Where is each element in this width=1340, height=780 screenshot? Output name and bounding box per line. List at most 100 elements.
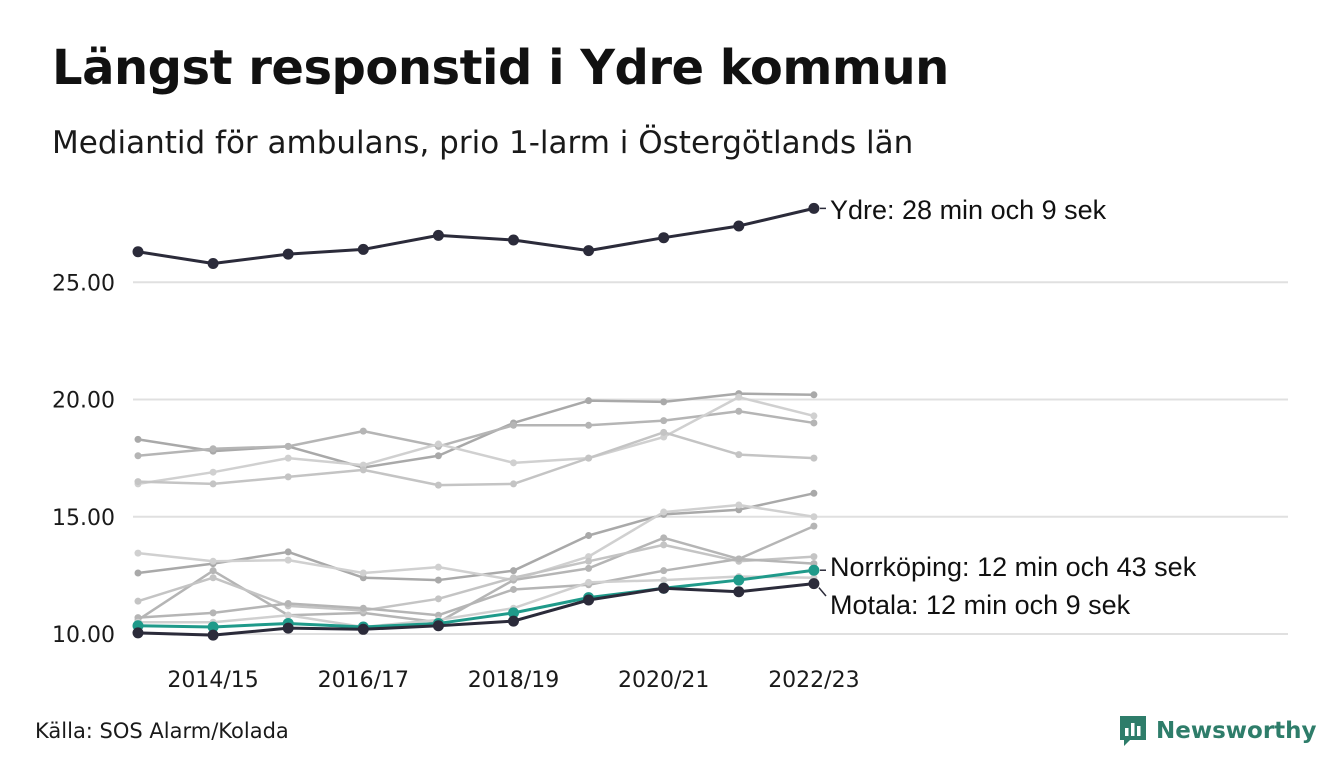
data-point <box>660 398 668 406</box>
data-point <box>209 445 217 453</box>
data-point-norrköping <box>808 564 820 576</box>
data-point <box>810 522 818 530</box>
data-point-ydre <box>357 243 369 255</box>
line-chart: 10.00 15.00 20.00 25.00 2014/15 2016/17 2018/1… <box>52 195 1288 693</box>
data-point <box>359 604 367 612</box>
data-point <box>510 567 517 575</box>
data-point <box>434 563 442 571</box>
data-point <box>284 556 292 564</box>
data-point <box>434 452 442 460</box>
data-point <box>585 421 593 429</box>
data-point-ydre <box>132 246 144 258</box>
x-tick-label: 2014/15 <box>167 668 258 693</box>
series-line <box>137 395 815 486</box>
data-point <box>660 417 668 425</box>
data-point-norrköping <box>508 607 519 619</box>
brand-name: Newsworthy <box>1156 718 1317 744</box>
data-point-norrköping <box>207 621 219 633</box>
data-point-ydre <box>508 234 519 246</box>
data-point <box>735 451 743 459</box>
data-point-motala <box>808 578 820 590</box>
data-point <box>209 567 217 575</box>
data-point-norrköping <box>733 574 745 586</box>
brand-logo: Newsworthy <box>1118 714 1317 748</box>
data-point <box>284 442 292 450</box>
data-point-ydre <box>432 229 444 241</box>
series-line-norrköping <box>137 568 815 629</box>
data-point-motala <box>207 629 219 641</box>
data-point <box>209 557 217 565</box>
data-point <box>660 508 668 516</box>
data-point <box>810 513 818 521</box>
data-point <box>434 576 442 584</box>
data-point <box>660 534 668 542</box>
series-line-ydre <box>137 206 815 265</box>
data-point <box>585 397 593 405</box>
data-point-motala <box>132 627 144 639</box>
data-point <box>810 419 818 427</box>
data-point <box>134 569 142 577</box>
annotation-label-ydre: Ydre: 28 min och 9 sek <box>830 195 1107 225</box>
data-point-motala <box>658 582 670 594</box>
series-line-motala <box>137 582 815 637</box>
data-point <box>735 555 743 563</box>
series-line <box>137 392 814 469</box>
data-point <box>284 454 292 462</box>
annotation-label-motala: Motala: 12 min och 9 sek <box>830 590 1131 620</box>
data-point <box>735 501 743 509</box>
data-point <box>209 480 217 488</box>
source-note: Källa: SOS Alarm/Kolada <box>35 719 289 743</box>
data-point <box>810 553 818 561</box>
x-tick-label: 2020/21 <box>618 668 709 693</box>
data-point <box>585 557 593 565</box>
data-point <box>660 567 668 575</box>
data-point <box>510 421 517 429</box>
series-line <box>138 575 814 629</box>
chart-title: Längst responstid i Ydre kommun <box>52 40 949 96</box>
data-point <box>284 548 292 556</box>
data-point <box>810 412 818 420</box>
data-point-ydre <box>282 248 294 260</box>
y-tick-label: 15.00 <box>52 506 115 531</box>
x-tick-label: 2018/19 <box>468 668 559 693</box>
data-point <box>134 597 142 605</box>
data-point-motala <box>432 620 444 632</box>
data-point <box>585 454 593 462</box>
series-line <box>137 409 815 458</box>
data-point <box>585 564 593 572</box>
data-point <box>209 468 217 476</box>
data-point <box>510 574 517 582</box>
data-point <box>209 574 217 582</box>
series-line <box>137 492 815 582</box>
data-point <box>510 459 517 467</box>
data-point <box>209 609 217 617</box>
data-point <box>735 407 743 415</box>
data-point <box>585 578 593 586</box>
data-point <box>284 611 292 619</box>
y-tick-label: 20.00 <box>52 389 115 414</box>
series-line <box>137 557 814 619</box>
series-line <box>137 543 814 612</box>
annotation-connector <box>818 587 827 597</box>
data-point <box>134 549 142 557</box>
data-point <box>434 595 442 603</box>
chart-subtitle: Mediantid för ambulans, prio 1-larm i Ös… <box>52 125 914 161</box>
data-point-motala <box>282 622 294 634</box>
annotation-label-norrköping: Norrköping: 12 min och 43 sek <box>830 552 1197 582</box>
data-point <box>660 576 668 584</box>
series-line <box>137 431 814 487</box>
data-point <box>134 478 142 486</box>
data-point-ydre <box>733 220 745 232</box>
data-point <box>585 532 593 540</box>
data-point-motala <box>733 586 745 598</box>
data-point <box>660 428 668 436</box>
data-point <box>134 435 142 443</box>
data-point-ydre <box>583 245 595 257</box>
data-point <box>434 481 442 489</box>
data-point <box>284 473 292 481</box>
y-tick-label: 25.00 <box>52 271 115 296</box>
newsworthy-logo-icon <box>1120 716 1146 746</box>
data-point-motala <box>508 615 519 627</box>
data-point <box>810 489 818 497</box>
data-point-motala <box>583 594 595 606</box>
